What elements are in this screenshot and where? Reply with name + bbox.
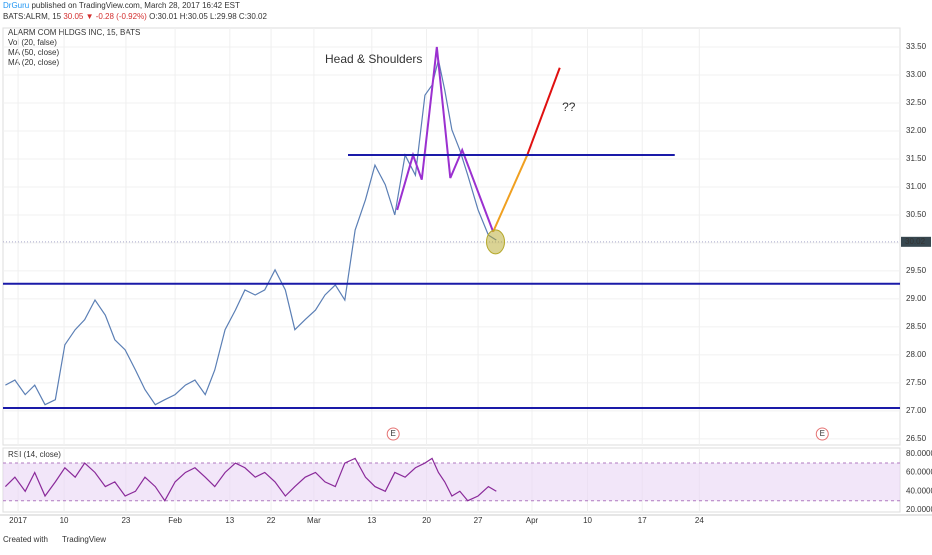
event-marker — [386, 427, 400, 441]
header: DrGuru published on TradingView.com, Mar… — [3, 1, 240, 10]
y-tick-label: 32.50 — [906, 98, 927, 107]
y-tick-label: 27.50 — [906, 378, 927, 387]
symbol: BATS:ALRM, 15 — [3, 12, 62, 21]
x-tick-label: 13 — [225, 516, 234, 525]
x-tick-label: 13 — [367, 516, 376, 525]
y-tick-label: 26.50 — [906, 434, 927, 443]
main-pane — [2, 27, 901, 446]
ohlc: O:30.01 H:30.05 L:29.98 C:30.02 — [149, 12, 267, 21]
y-tick-label: 29.00 — [906, 294, 927, 303]
y-tick-label: 33.50 — [906, 42, 927, 51]
y-tick-label: 40.0000 — [906, 486, 932, 495]
highlight-circle — [486, 229, 506, 255]
x-tick-label: 20 — [422, 516, 431, 525]
legend-1: Vol (20, false) — [8, 38, 57, 47]
x-tick-label: 2017 — [9, 516, 27, 525]
last-price-box — [901, 236, 931, 247]
y-tick-label: 33.00 — [906, 70, 927, 79]
x-tick-label: Mar — [307, 516, 321, 525]
x-tick-label: 27 — [474, 516, 483, 525]
y-tick-label: 27.00 — [906, 406, 927, 415]
series-line — [5, 59, 497, 406]
y-tick-label: 20.0000 — [906, 505, 932, 514]
x-tick-label: 17 — [638, 516, 647, 525]
y-tick-label: 30.50 — [906, 210, 927, 219]
event-label: E — [820, 429, 825, 438]
legend-0: ALARM COM HLDGS INC, 15, BATS — [8, 28, 140, 37]
x-tick-label: 10 — [583, 516, 592, 525]
series-line — [4, 457, 497, 502]
annotation: Head & Shoulders — [325, 52, 422, 66]
rsi-title: RSI (14, close) — [8, 450, 61, 459]
y-tick-label: 29.50 — [906, 266, 927, 275]
y-tick-label: 32.00 — [906, 126, 927, 135]
x-tick-label: 23 — [121, 516, 130, 525]
x-tick-label: 10 — [60, 516, 69, 525]
legend-2: MA (50, close) — [8, 48, 59, 57]
event-marker — [815, 427, 829, 441]
y-tick-label: 31.00 — [906, 182, 927, 191]
annotation: ?? — [562, 100, 576, 114]
change: 30.05 ▼ -0.28 (-0.92%) — [63, 12, 147, 21]
y-tick-label: 80.0000 — [906, 449, 932, 458]
legend-3: MA (20, close) — [8, 58, 59, 67]
event-label: E — [391, 429, 396, 438]
y-tick-label: 60.0000 — [906, 468, 932, 477]
x-tick-label: Apr — [526, 516, 539, 525]
drawing — [492, 154, 529, 233]
x-tick-label: Feb — [168, 516, 182, 525]
publisher[interactable]: DrGuru — [3, 1, 29, 10]
y-tick-label: 28.50 — [906, 322, 927, 331]
drawing — [526, 67, 561, 156]
footer-created: Created with — [3, 535, 48, 544]
y-tick-label: 28.00 — [906, 350, 927, 359]
x-tick-label: 24 — [695, 516, 704, 525]
quote: BATS:ALRM, 15 30.05 ▼ -0.28 (-0.92%) O:3… — [3, 12, 267, 21]
published: published on TradingView.com, March 28, … — [31, 1, 240, 10]
x-tick-label: 22 — [267, 516, 276, 525]
y-tick-label: 31.50 — [906, 154, 927, 163]
footer-brand[interactable]: TradingView — [62, 535, 106, 544]
last-price-label: 30.02 — [905, 237, 926, 246]
